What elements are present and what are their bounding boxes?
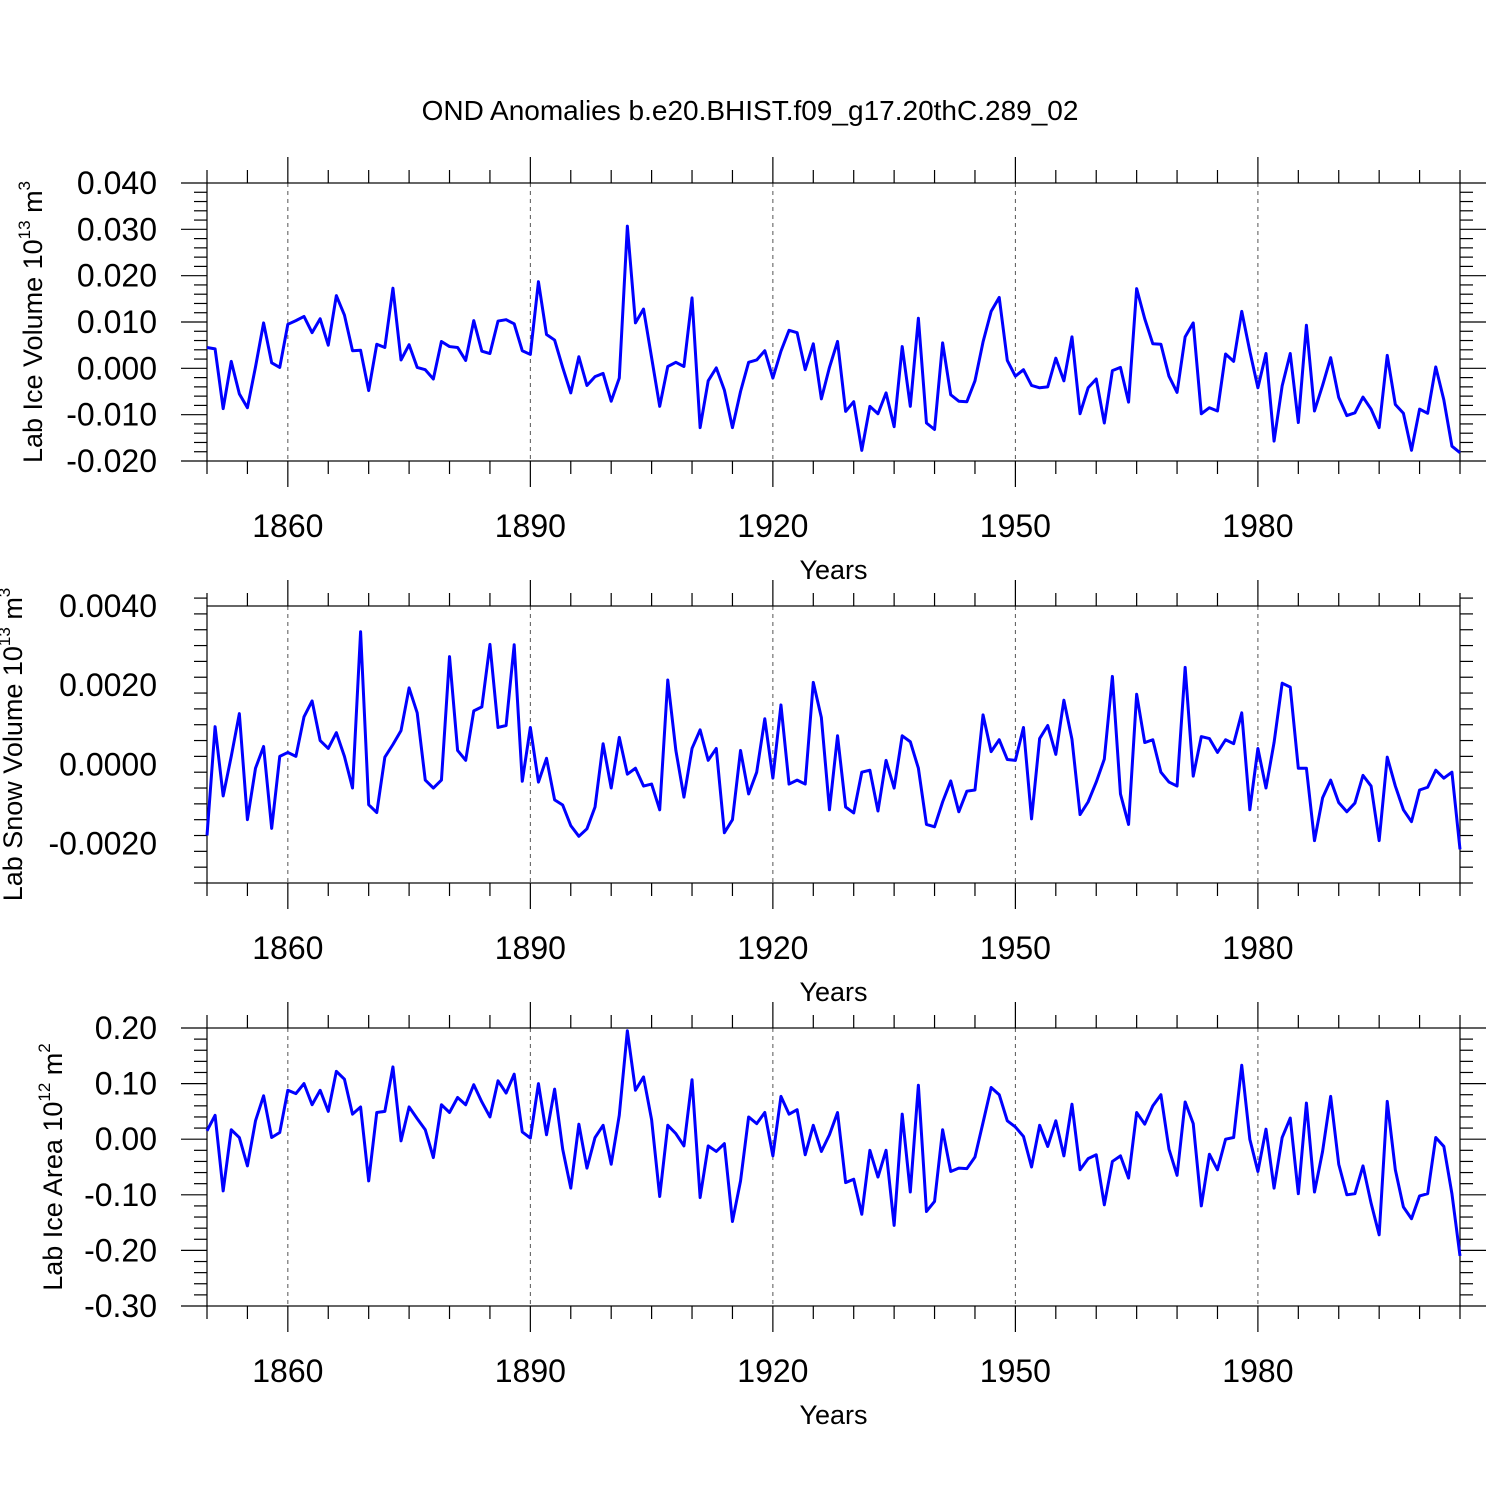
y-tick-label: 0.020 [77, 258, 157, 294]
figure-title: OND Anomalies b.e20.BHIST.f09_g17.20thC.… [422, 95, 1079, 126]
x-tick-label: 1890 [495, 1353, 566, 1389]
y-tick-label: 0.010 [77, 304, 157, 340]
y-tick-label: 0.030 [77, 211, 157, 247]
x-tick-label: 1950 [980, 930, 1051, 966]
x-tick-label: 1980 [1222, 930, 1293, 966]
panel-1: -0.020 -0.010 0.000 0.010 0.020 0.030 0.040 186… [15, 157, 1486, 585]
x-tick-label: 1950 [980, 508, 1051, 544]
x-tick-label: 1890 [495, 508, 566, 544]
x-tick-label: 1860 [252, 508, 323, 544]
y-tick-label: 0.040 [77, 165, 157, 201]
y-tick-label: 0.000 [77, 350, 157, 386]
plot-frame [206, 605, 1461, 884]
y-axis-label: Lab Ice Volume 1013 m3 [15, 181, 48, 463]
series-line [205, 630, 1462, 850]
y-axis-label: Lab Snow Volume 1013 m3 [0, 588, 28, 902]
x-axis-label: Years [799, 977, 867, 1007]
y-tick-label: 0.0020 [59, 667, 157, 703]
y-tick-label: -0.20 [84, 1232, 157, 1268]
x-tick-label: 1980 [1222, 508, 1293, 544]
x-tick-label: 1920 [737, 1353, 808, 1389]
y-axis-label-exponent: 13 [15, 220, 34, 239]
y-axis-label-text: Lab Ice Area 10 [38, 1102, 68, 1291]
y-tick-label: 0.20 [95, 1010, 157, 1046]
y-tick-label: 0.0040 [59, 588, 157, 624]
y-axis-label-unit-exponent: 2 [35, 1043, 54, 1052]
y-tick-label: 0.00 [95, 1121, 157, 1157]
plot-frame [206, 1027, 1461, 1307]
y-tick-label: -0.0020 [48, 825, 157, 861]
x-tick-label: 1860 [252, 1353, 323, 1389]
x-axis-label: Years [799, 555, 867, 585]
x-tick-label: 1890 [495, 930, 566, 966]
panel-3: -0.30 -0.20 -0.10 0.00 0.10 0.20 1860 1890 1920 1… [35, 1002, 1486, 1430]
y-tick-label: -0.30 [84, 1288, 157, 1324]
y-tick-label: -0.10 [84, 1177, 157, 1213]
y-axis-label-text: Lab Snow Volume 10 [0, 646, 28, 901]
series-line [206, 224, 1461, 454]
x-tick-label: 1920 [737, 508, 808, 544]
y-axis-label-exponent: 13 [0, 627, 14, 646]
panels: -0.020 -0.010 0.000 0.010 0.020 0.030 0.040 186… [0, 157, 1486, 1430]
y-tick-label: -0.010 [66, 397, 157, 433]
y-axis-label-text: Lab Ice Volume 10 [18, 239, 48, 463]
y-axis-label-unit: m [18, 190, 48, 220]
y-axis-label-unit: m [38, 1053, 68, 1083]
series-line [205, 1029, 1462, 1257]
y-tick-label: 0.10 [95, 1066, 157, 1102]
x-tick-label: 1920 [737, 930, 808, 966]
y-axis-label: Lab Ice Area 1012 m2 [35, 1043, 68, 1291]
y-axis-label-unit: m [0, 597, 28, 627]
panel-2: -0.0020 0.0000 0.0020 0.0040 1860 1890 1920 195… [0, 580, 1473, 1007]
x-tick-label: 1980 [1222, 1353, 1293, 1389]
y-axis-label-exponent: 12 [35, 1083, 54, 1102]
y-axis-label-unit-exponent: 3 [0, 588, 14, 597]
y-axis-label-unit-exponent: 3 [15, 181, 34, 190]
x-axis-label: Years [799, 1400, 867, 1430]
y-tick-label: 0.0000 [59, 746, 157, 782]
x-tick-label: 1860 [252, 930, 323, 966]
x-tick-label: 1950 [980, 1353, 1051, 1389]
y-tick-label: -0.020 [66, 443, 157, 479]
